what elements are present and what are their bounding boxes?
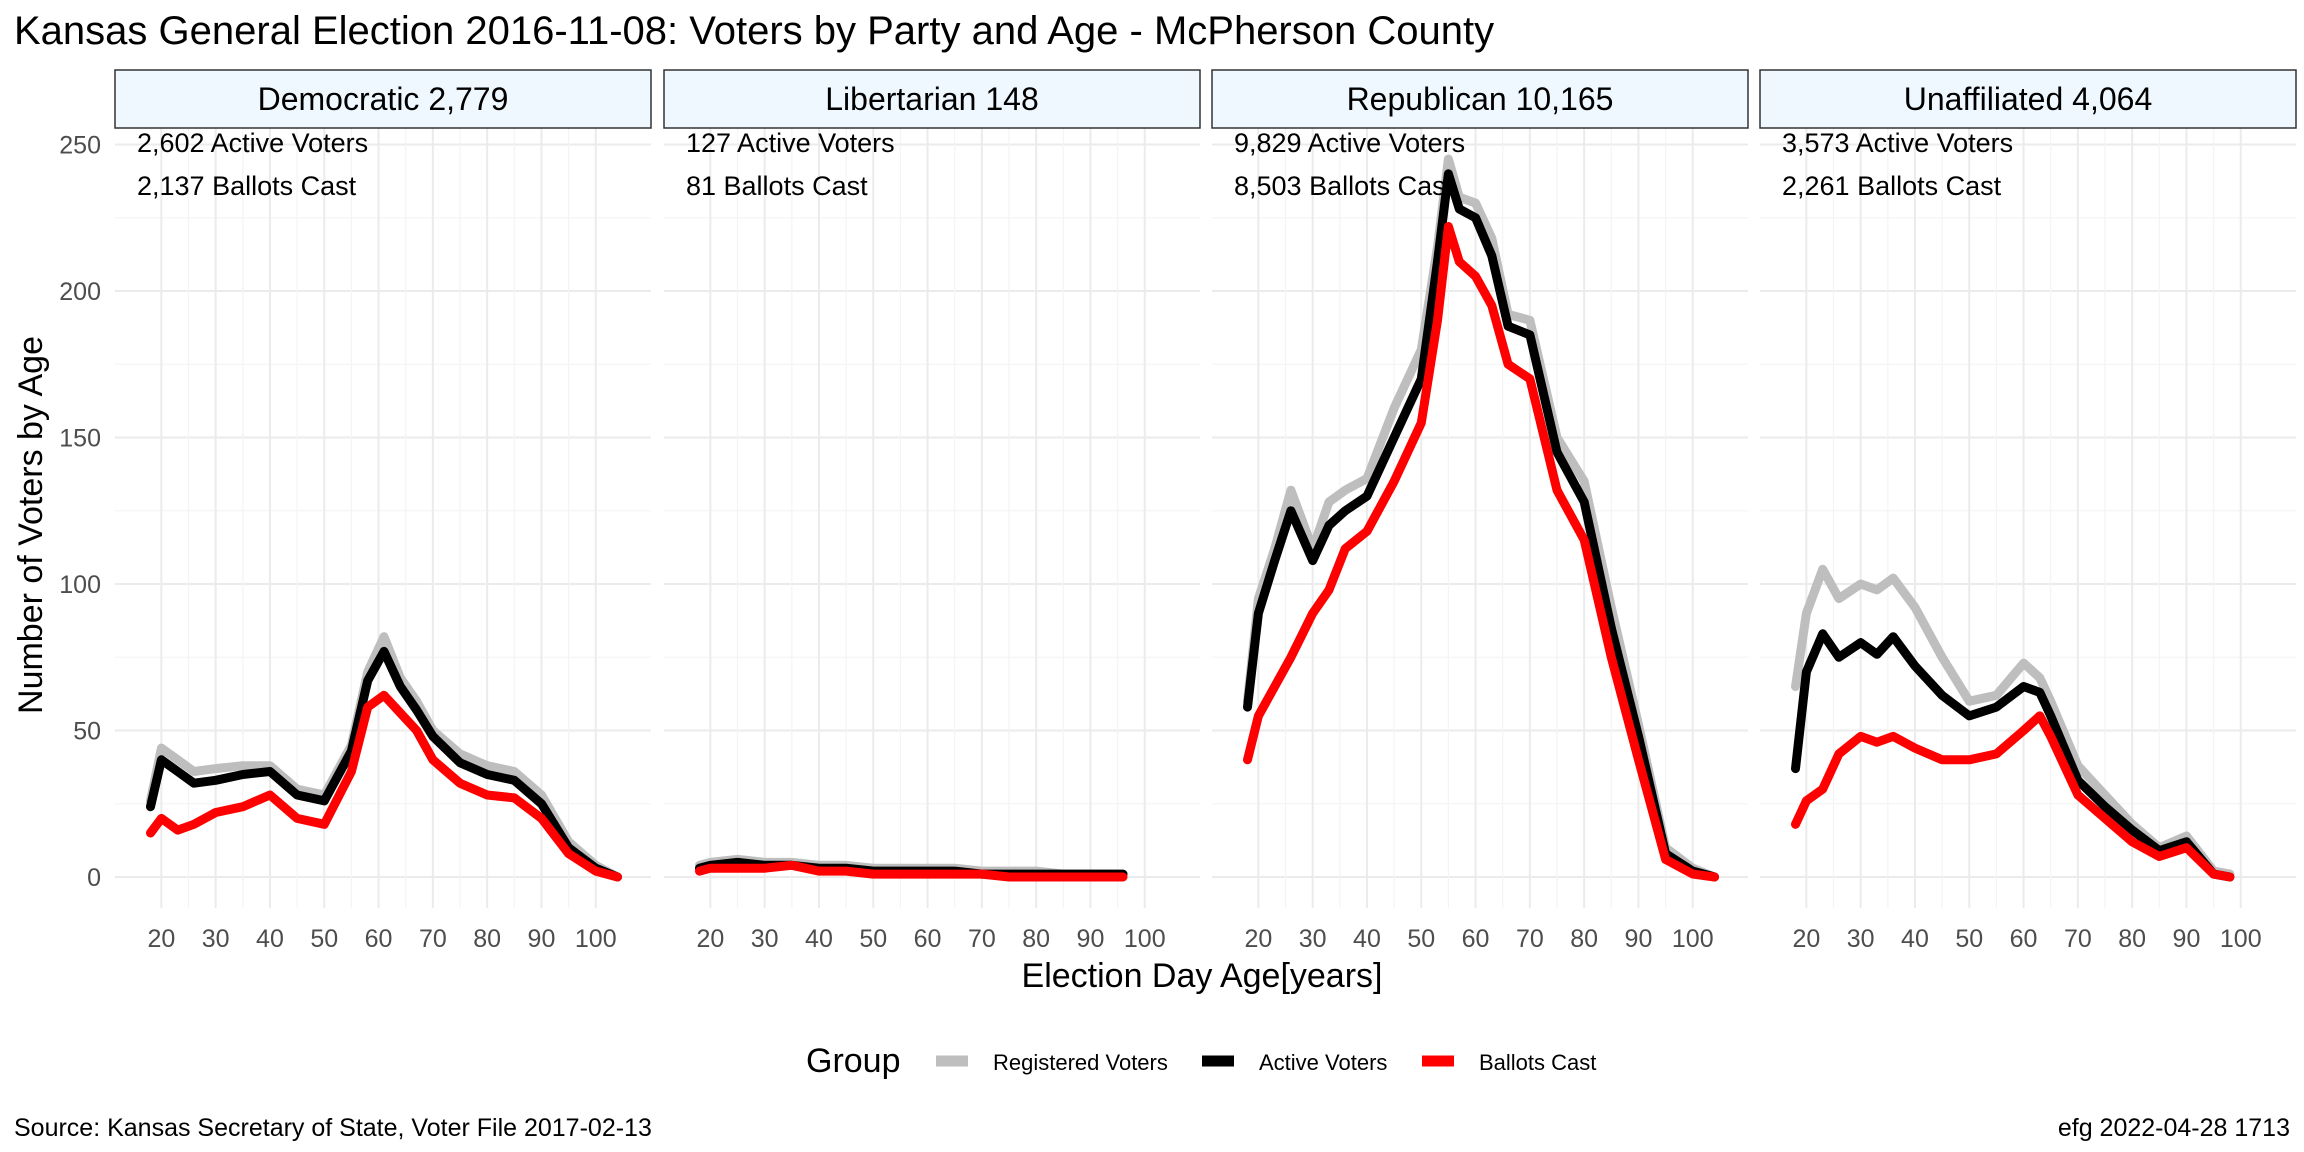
facet-panel: Unaffiliated 4,064 3,573 Active Voters 2,2… <box>1759 69 2297 953</box>
source-caption: Source: Kansas Secretary of State, Voter… <box>14 1114 652 1142</box>
facet-panel: Democratic 2,779 2,602 Active Voters 2,137… <box>114 69 652 953</box>
x-tick-label: 80 <box>1570 925 1598 953</box>
panel-annotation: 2,137 Ballots Cast <box>137 171 357 201</box>
x-tick-label: 50 <box>1407 925 1435 953</box>
x-tick-label: 70 <box>2064 925 2092 953</box>
x-tick-label: 60 <box>365 925 393 953</box>
x-tick-label: 60 <box>2010 925 2038 953</box>
facet-strip-label: Libertarian 148 <box>825 81 1038 117</box>
y-tick-label: 0 <box>87 864 101 892</box>
panel-annotation: 8,503 Ballots Cast <box>1234 171 1454 201</box>
series-line-ballots <box>1791 711 2235 882</box>
x-tick-label: 40 <box>805 925 833 953</box>
y-axis-label: Number of Voters by Age <box>12 336 50 714</box>
x-tick-label: 90 <box>528 925 556 953</box>
facet-panels: 0 50 100 150 200 250 Democratic 2,779 2,602 Act… <box>59 69 2297 953</box>
facet-strip <box>663 69 1201 129</box>
y-tick-label: 200 <box>59 278 101 306</box>
facet-strip <box>1759 69 2297 129</box>
x-tick-label: 100 <box>1124 925 1166 953</box>
facet-panel: Libertarian 148 127 Active Voters 81 Ballo… <box>663 69 1201 953</box>
x-tick-label: 70 <box>419 925 447 953</box>
x-tick-label: 20 <box>696 925 724 953</box>
x-tick-label: 100 <box>575 925 617 953</box>
legend-title: Group <box>806 1042 901 1080</box>
x-tick-label: 90 <box>1077 925 1105 953</box>
facet-strip <box>114 69 652 129</box>
series-line-registered <box>146 632 622 882</box>
x-tick-label: 100 <box>2220 925 2262 953</box>
x-tick-label: 20 <box>1244 925 1272 953</box>
series-line-active <box>1243 169 1719 882</box>
y-tick-label: 50 <box>73 718 101 746</box>
panel-annotation: 3,573 Active Voters <box>1782 128 2013 158</box>
facet-strip-label: Unaffiliated 4,064 <box>1904 81 2152 117</box>
x-tick-label: 90 <box>1625 925 1653 953</box>
legend: Group Registered Voters Active Voters Ba… <box>806 1042 1596 1080</box>
x-tick-label: 60 <box>1462 925 1490 953</box>
series-line-ballots <box>146 690 622 882</box>
y-tick-label: 100 <box>59 571 101 599</box>
x-tick-label: 20 <box>147 925 175 953</box>
panel-annotation: 81 Ballots Cast <box>686 171 868 201</box>
x-tick-label: 50 <box>859 925 887 953</box>
y-tick-label: 250 <box>59 132 101 160</box>
x-tick-label: 50 <box>1955 925 1983 953</box>
x-tick-label: 30 <box>1299 925 1327 953</box>
series-line-active <box>1791 629 2235 882</box>
x-tick-label: 40 <box>1353 925 1381 953</box>
y-tick-label: 150 <box>59 425 101 453</box>
x-tick-label: 60 <box>914 925 942 953</box>
credit-caption: efg 2022-04-28 1713 <box>2058 1114 2290 1142</box>
panel-annotation: 2,602 Active Voters <box>137 128 368 158</box>
facet-panel: Republican 10,165 9,829 Active Voters 8,50… <box>1211 69 1749 953</box>
panel-annotation: 127 Active Voters <box>686 128 895 158</box>
x-tick-label: 30 <box>751 925 779 953</box>
x-tick-label: 70 <box>968 925 996 953</box>
x-axis-label: Election Day Age[years] <box>1022 957 1383 995</box>
x-tick-label: 30 <box>202 925 230 953</box>
series-line-ballots <box>1243 222 1719 882</box>
x-tick-label: 30 <box>1847 925 1875 953</box>
x-tick-label: 100 <box>1672 925 1714 953</box>
x-tick-label: 20 <box>1792 925 1820 953</box>
facet-strip-label: Democratic 2,779 <box>258 81 509 117</box>
x-tick-label: 80 <box>2118 925 2146 953</box>
panel-annotation: 2,261 Ballots Cast <box>1782 171 2002 201</box>
x-tick-label: 70 <box>1516 925 1544 953</box>
x-tick-label: 50 <box>310 925 338 953</box>
facet-strip <box>1211 69 1749 129</box>
legend-label-registered: Registered Voters <box>993 1050 1168 1075</box>
x-tick-label: 80 <box>1022 925 1050 953</box>
chart-title: Kansas General Election 2016-11-08: Vote… <box>14 9 1494 53</box>
facet-strip-label: Republican 10,165 <box>1347 81 1614 117</box>
x-tick-label: 40 <box>1901 925 1929 953</box>
x-tick-label: 80 <box>473 925 501 953</box>
x-tick-label: 90 <box>2173 925 2201 953</box>
series-line-ballots <box>695 860 1128 882</box>
legend-label-active: Active Voters <box>1259 1050 1387 1075</box>
series-line-active <box>146 646 622 882</box>
panel-annotation: 9,829 Active Voters <box>1234 128 1465 158</box>
legend-label-ballots: Ballots Cast <box>1479 1050 1596 1075</box>
x-tick-label: 40 <box>256 925 284 953</box>
